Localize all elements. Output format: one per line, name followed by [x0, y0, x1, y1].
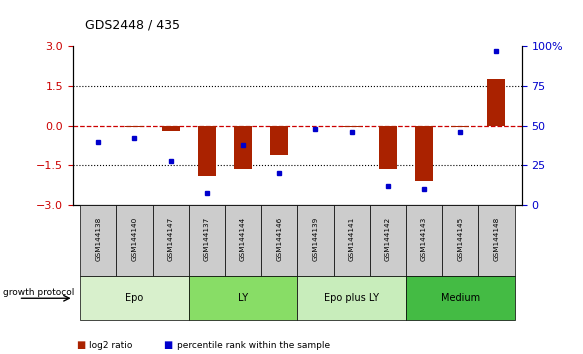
- Text: GSM144145: GSM144145: [457, 217, 463, 261]
- Bar: [80, 205, 117, 276]
- Bar: [370, 205, 406, 276]
- Bar: [80, 276, 189, 320]
- Text: GSM144142: GSM144142: [385, 217, 391, 261]
- Bar: [487, 79, 505, 126]
- Text: Epo: Epo: [125, 293, 143, 303]
- Text: ■: ■: [76, 340, 85, 350]
- Bar: [117, 205, 153, 276]
- Text: GSM144137: GSM144137: [204, 217, 210, 261]
- Text: GSM144141: GSM144141: [349, 217, 354, 261]
- Text: GSM144146: GSM144146: [276, 217, 282, 261]
- Text: GSM144139: GSM144139: [312, 217, 318, 261]
- Text: Epo plus LY: Epo plus LY: [324, 293, 379, 303]
- Bar: [234, 126, 252, 170]
- Bar: [225, 205, 261, 276]
- Bar: [297, 276, 406, 320]
- Bar: [415, 126, 433, 181]
- Bar: [189, 276, 297, 320]
- Text: LY: LY: [238, 293, 248, 303]
- Bar: [161, 126, 180, 131]
- Text: log2 ratio: log2 ratio: [89, 341, 132, 350]
- Bar: [297, 205, 333, 276]
- Bar: [153, 205, 189, 276]
- Text: ■: ■: [163, 340, 173, 350]
- Text: GSM144148: GSM144148: [493, 217, 500, 261]
- Bar: [478, 205, 515, 276]
- Text: GDS2448 / 435: GDS2448 / 435: [85, 19, 180, 32]
- Bar: [406, 276, 515, 320]
- Text: GSM144140: GSM144140: [131, 217, 138, 261]
- Bar: [343, 126, 361, 127]
- Bar: [442, 205, 478, 276]
- Bar: [406, 205, 442, 276]
- Bar: [198, 126, 216, 176]
- Text: percentile rank within the sample: percentile rank within the sample: [177, 341, 330, 350]
- Text: GSM144138: GSM144138: [95, 217, 101, 261]
- Text: GSM144147: GSM144147: [168, 217, 174, 261]
- Bar: [451, 126, 469, 127]
- Bar: [379, 126, 397, 170]
- Bar: [270, 126, 288, 155]
- Bar: [189, 205, 225, 276]
- Bar: [333, 205, 370, 276]
- Text: Medium: Medium: [441, 293, 480, 303]
- Bar: [261, 205, 297, 276]
- Text: growth protocol: growth protocol: [3, 289, 74, 297]
- Text: GSM144144: GSM144144: [240, 217, 246, 261]
- Bar: [125, 126, 143, 127]
- Text: GSM144143: GSM144143: [421, 217, 427, 261]
